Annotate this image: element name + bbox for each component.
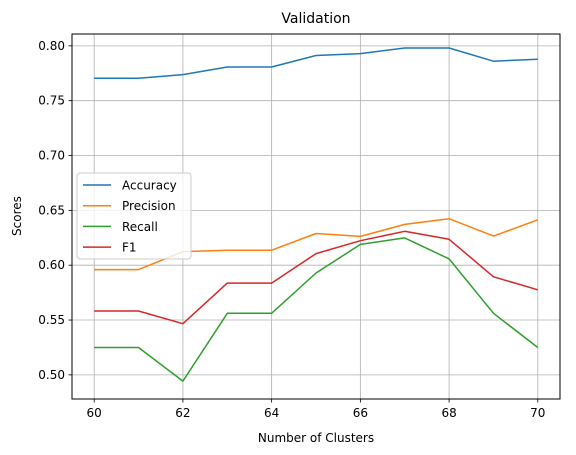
grid-lines	[72, 34, 560, 399]
series-line-recall	[94, 237, 539, 382]
series-lines	[94, 47, 539, 382]
y-tick-label: 0.65	[38, 203, 65, 217]
y-tick-label: 0.75	[38, 94, 65, 108]
y-tick-label: 0.80	[38, 39, 65, 53]
x-tick-label: 70	[530, 406, 545, 420]
series-line-accuracy	[94, 47, 538, 79]
x-axis-label: Number of Clusters	[258, 431, 374, 445]
x-tick-label: 64	[264, 406, 279, 420]
x-tick-label: 62	[175, 406, 190, 420]
legend-label-f1: F1	[122, 241, 137, 255]
legend-box	[76, 172, 192, 260]
y-tick-label: 0.60	[38, 258, 65, 272]
y-axis-label: Scores	[10, 196, 24, 236]
x-axis-ticks: 60 62 64 66 68 70	[87, 399, 545, 420]
y-axis-ticks: 0.50 0.55 0.60 0.65 0.70 0.75 0.80	[38, 39, 72, 382]
legend-label-recall: Recall	[122, 220, 158, 234]
legend-label-accuracy: Accuracy	[122, 179, 177, 193]
series-line-f1	[94, 230, 539, 325]
y-tick-label: 0.55	[38, 313, 65, 327]
legend: Accuracy Precision Recall F1	[76, 172, 192, 260]
y-tick-label: 0.70	[38, 149, 65, 163]
plot-frame	[71, 33, 561, 400]
chart-title: Validation	[281, 11, 350, 27]
x-tick-label: 66	[353, 406, 368, 420]
y-tick-label: 0.50	[38, 368, 65, 382]
x-tick-label: 68	[441, 406, 456, 420]
x-tick-label: 60	[87, 406, 102, 420]
legend-label-precision: Precision	[122, 199, 176, 213]
